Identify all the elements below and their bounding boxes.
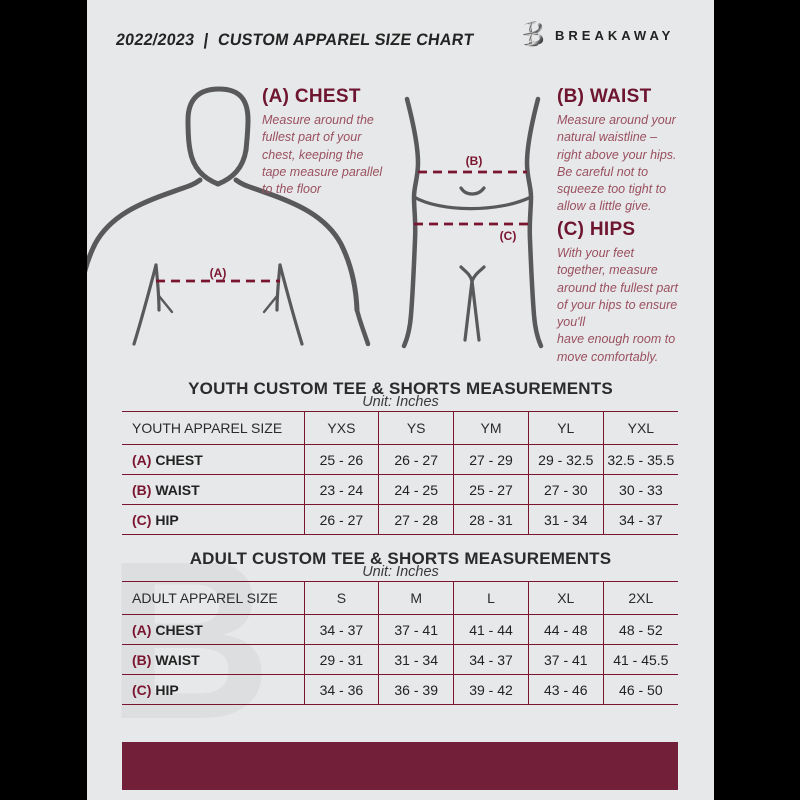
svg-text:(B): (B) [466, 154, 483, 168]
svg-text:(C): (C) [500, 229, 517, 243]
svg-text:(A): (A) [210, 266, 227, 280]
